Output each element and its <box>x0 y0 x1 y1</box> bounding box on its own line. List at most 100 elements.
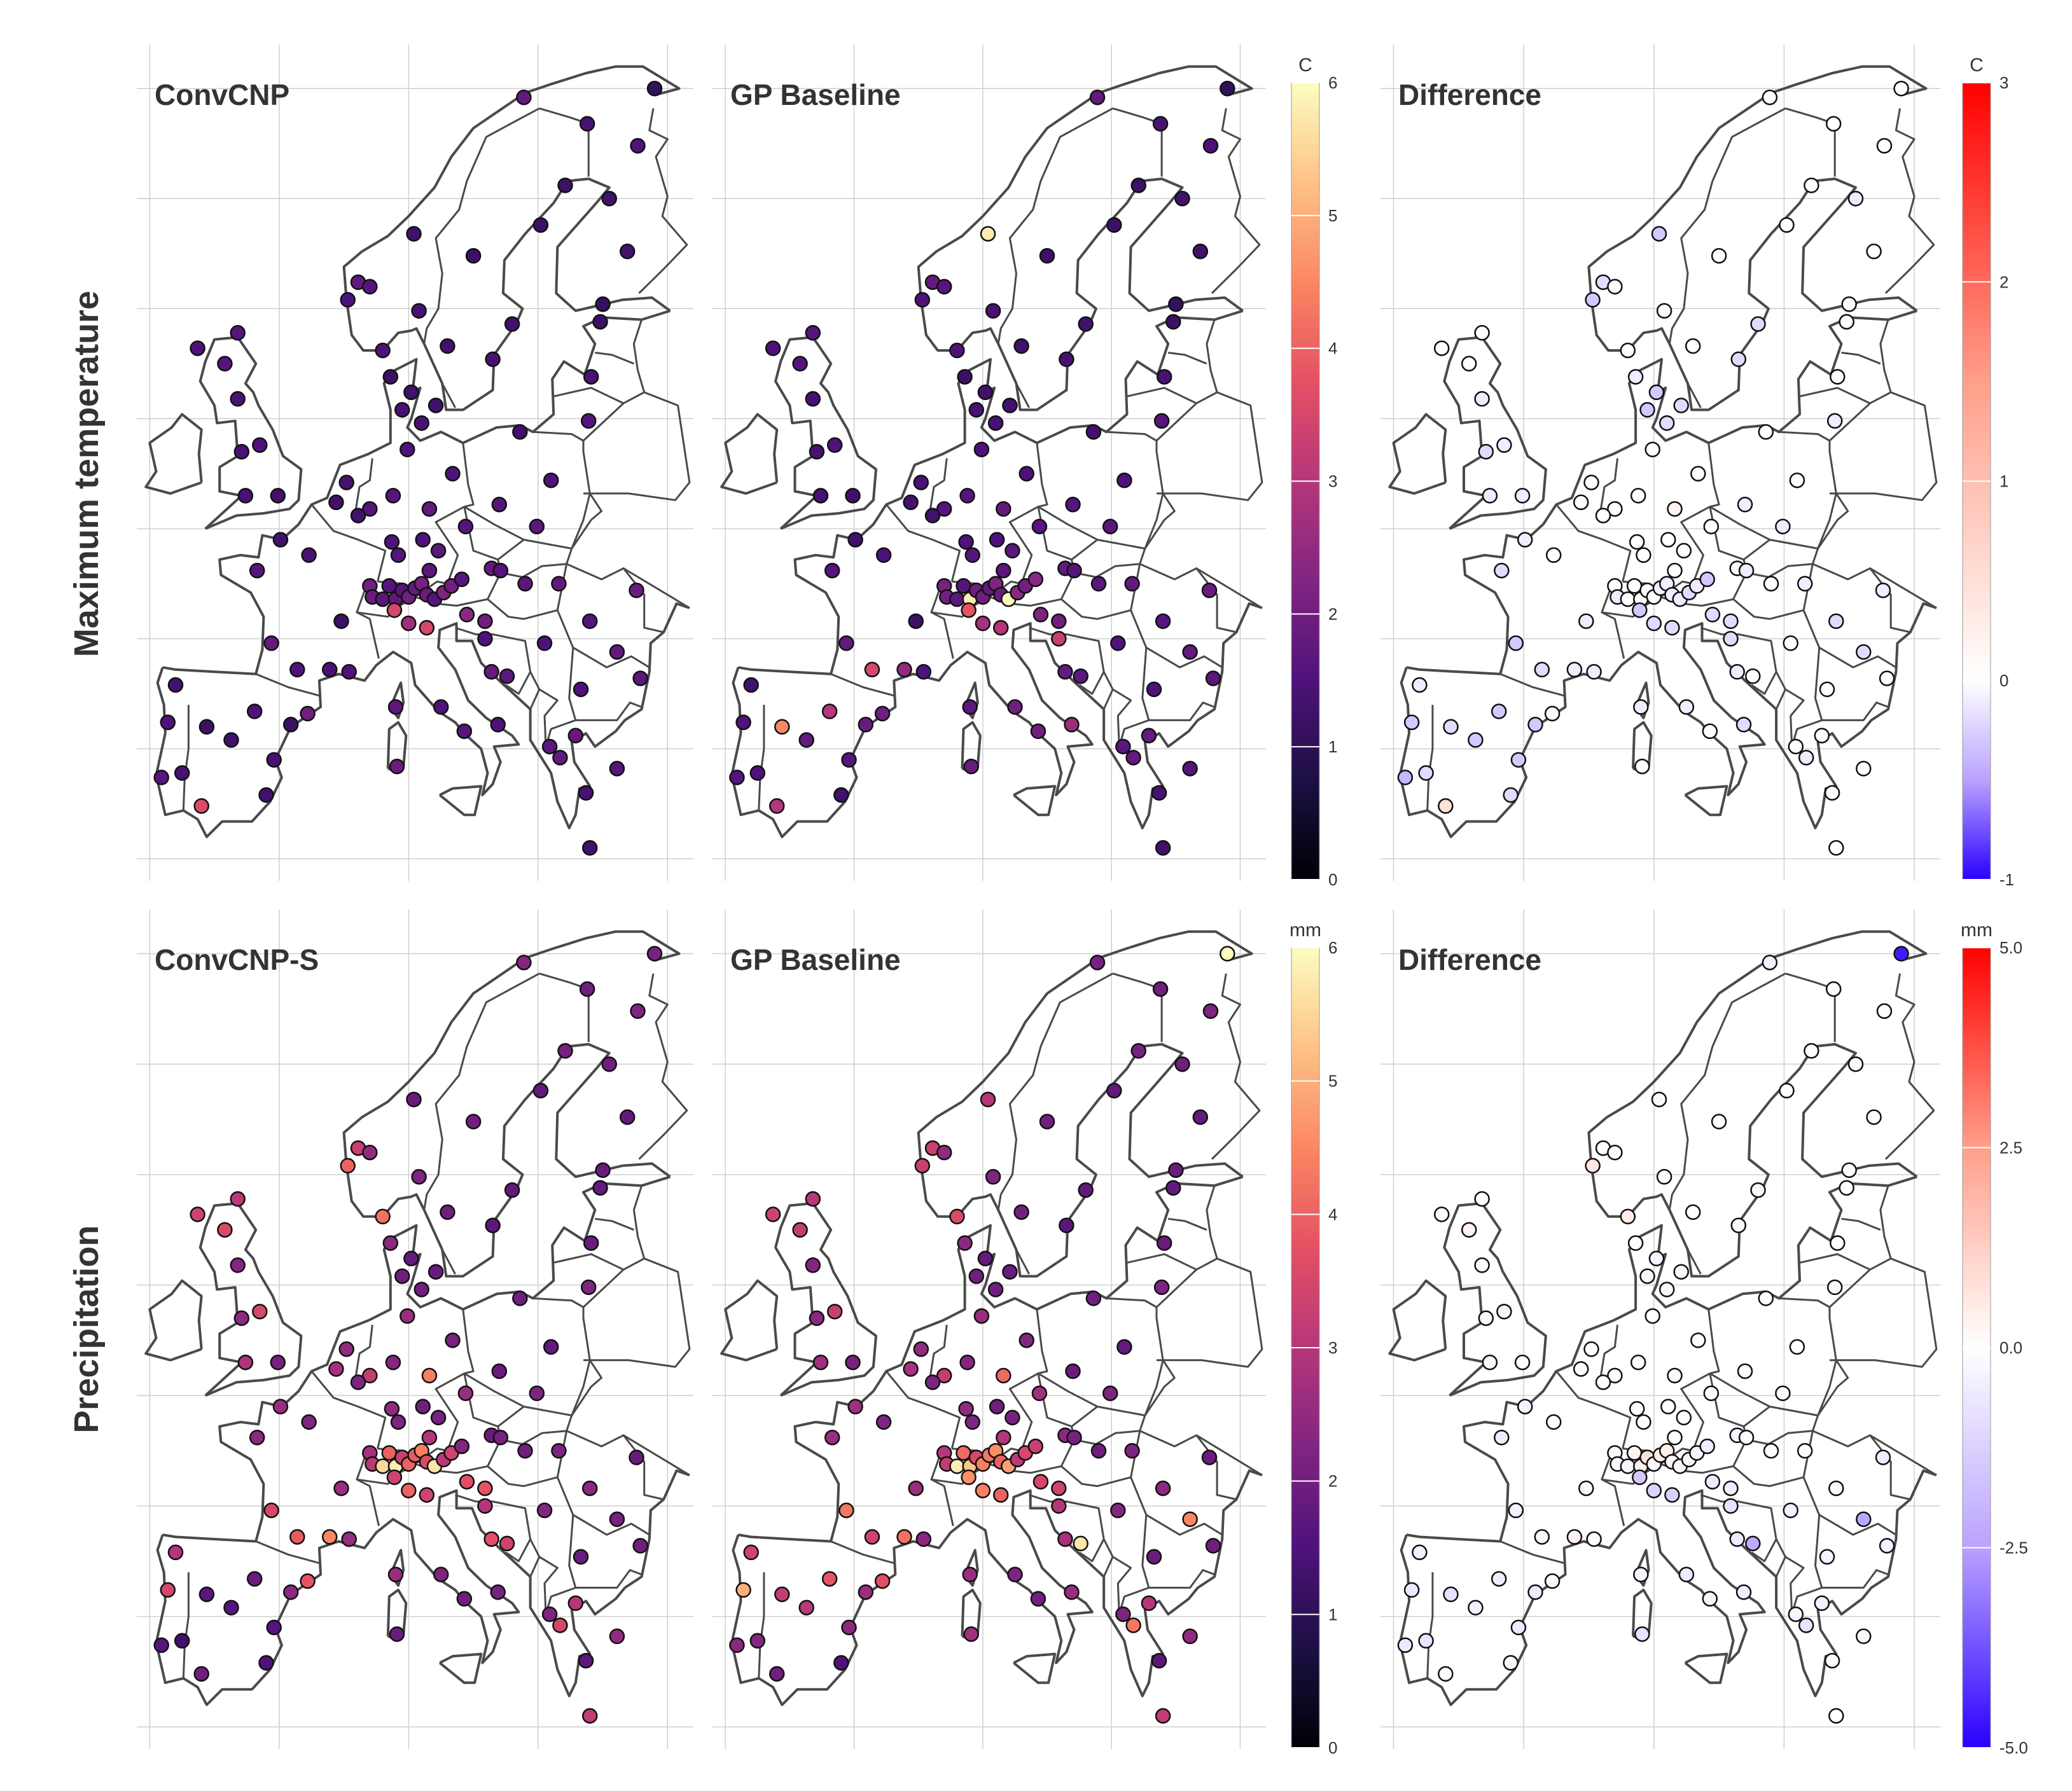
station-marker <box>485 1217 501 1233</box>
station-marker <box>578 1652 594 1669</box>
station-marker <box>384 1400 400 1417</box>
country-border <box>758 705 765 811</box>
station-marker <box>903 494 919 511</box>
station-marker <box>1508 1502 1524 1519</box>
station-marker <box>1814 728 1830 743</box>
colorbar-unit: mm <box>1290 920 1321 941</box>
country-border <box>1015 383 1031 408</box>
station-marker <box>1412 677 1428 693</box>
station-marker <box>1503 787 1519 803</box>
station-marker <box>430 1409 447 1426</box>
coastline <box>1013 1652 1057 1684</box>
colorbar-tick-label: 0 <box>1999 671 2008 690</box>
station-marker <box>1182 644 1198 660</box>
station-marker <box>433 1566 449 1582</box>
station-marker <box>1814 1595 1830 1611</box>
station-marker <box>1676 1409 1692 1426</box>
station-marker <box>1474 1257 1490 1273</box>
station-marker <box>1875 582 1891 598</box>
country-border <box>505 671 531 695</box>
station-marker <box>749 765 766 781</box>
station-marker <box>809 443 825 460</box>
coastline <box>1684 785 1728 817</box>
station-marker <box>1146 681 1162 698</box>
colorbar-tick-label: 5 <box>1328 1072 1337 1091</box>
station-marker <box>826 437 843 453</box>
station-marker <box>1482 488 1498 504</box>
station-marker <box>798 1600 814 1615</box>
station-marker <box>1182 1511 1198 1527</box>
station-marker <box>362 1144 378 1161</box>
station-marker <box>350 1374 366 1390</box>
station-marker <box>1685 1204 1701 1221</box>
station-marker <box>973 441 990 457</box>
country-border <box>638 973 688 1160</box>
station-marker <box>421 1429 438 1446</box>
station-marker <box>1735 1584 1752 1600</box>
station-marker <box>1660 532 1676 548</box>
country-border <box>1125 387 1197 405</box>
station-marker <box>160 714 176 731</box>
colorbar-unit: C <box>1298 55 1312 76</box>
country-border <box>1195 567 1263 609</box>
station-marker <box>1825 116 1842 132</box>
station-marker <box>381 1445 398 1461</box>
station-marker <box>1656 1169 1672 1185</box>
station-marker <box>400 441 415 457</box>
country-border <box>1668 972 1786 1210</box>
station-marker <box>233 1310 250 1326</box>
station-marker <box>619 244 636 259</box>
station-marker <box>1830 1235 1846 1251</box>
station-marker <box>1839 314 1854 330</box>
station-marker <box>583 369 599 385</box>
country-border <box>1168 1217 1207 1231</box>
station-marker <box>1102 1385 1118 1401</box>
station-marker <box>1491 1571 1507 1587</box>
station-marker <box>543 472 559 488</box>
station-marker <box>381 578 398 594</box>
station-marker <box>1711 247 1727 264</box>
station-marker <box>1508 635 1524 651</box>
station-marker <box>1841 296 1857 312</box>
station-marker <box>1039 1114 1055 1130</box>
station-marker <box>959 488 975 504</box>
station-marker <box>430 543 447 559</box>
station-marker <box>1879 1538 1895 1554</box>
station-marker <box>190 340 205 356</box>
country-border <box>1078 671 1105 695</box>
station-marker <box>838 1502 854 1519</box>
station-marker <box>765 340 781 356</box>
country-border <box>1841 1217 1881 1231</box>
station-marker <box>1745 668 1761 684</box>
station-marker <box>1066 562 1082 579</box>
country-border <box>556 1477 650 1536</box>
colorbar-tick-label: 5.0 <box>1999 938 2022 957</box>
station-marker <box>989 1399 1005 1414</box>
station-marker <box>1514 488 1531 504</box>
country-border <box>595 352 634 365</box>
station-marker <box>237 488 254 504</box>
station-marker <box>749 1633 766 1649</box>
station-marker <box>1704 607 1721 623</box>
station-marker <box>532 1082 549 1099</box>
station-marker <box>1586 664 1602 680</box>
country-border <box>1785 972 1836 1042</box>
station-marker <box>578 785 594 801</box>
station-marker <box>1491 703 1507 719</box>
station-marker <box>1566 661 1583 678</box>
station-marker <box>1660 1399 1676 1414</box>
station-marker <box>1165 1180 1181 1196</box>
station-marker <box>1667 562 1683 579</box>
station-marker <box>375 1458 391 1474</box>
station-marker <box>1678 1566 1695 1582</box>
station-marker <box>581 1480 598 1497</box>
station-marker <box>1856 1511 1872 1527</box>
country-border <box>638 108 688 294</box>
station-marker <box>996 501 1012 517</box>
country-border <box>758 1572 765 1678</box>
station-marker <box>1573 1361 1589 1377</box>
station-marker <box>1783 1502 1798 1519</box>
station-marker <box>541 738 558 755</box>
country-border <box>487 564 568 620</box>
station-marker <box>1690 466 1706 482</box>
